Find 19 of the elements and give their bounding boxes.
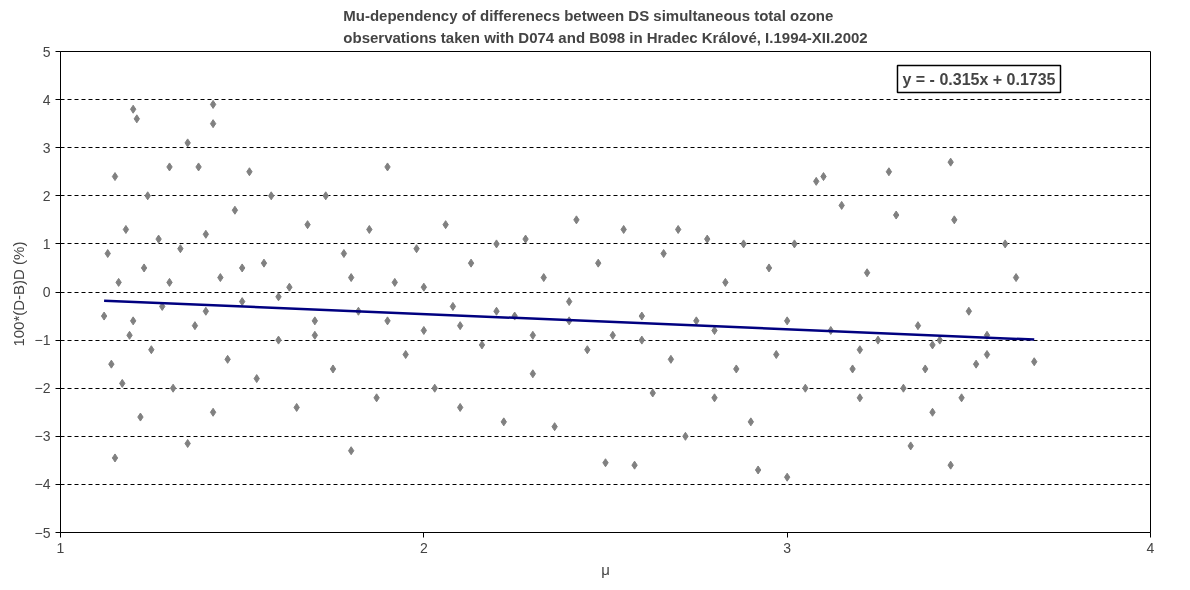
x-tick-label: 2	[419, 539, 428, 556]
y-tick-label: −2	[34, 380, 51, 397]
y-axis-title: 100*(D-B)D (%)	[9, 241, 27, 347]
y-tick-label: 0	[42, 284, 51, 300]
y-tick-label: 5	[42, 43, 51, 60]
x-axis-title: μ	[601, 560, 610, 578]
y-tick-label: −4	[34, 476, 51, 493]
y-tick-label: 1	[42, 235, 51, 252]
x-tick-label: 1	[56, 539, 65, 556]
x-tick-label: 3	[783, 539, 792, 556]
chart-title: Mu-dependency of differenecs between DS simultaneous total ozone observations taken with D074 and B098 in Hradec Králové, I.1994-XII.2002	[343, 7, 868, 47]
x-tick-label: 4	[1146, 539, 1155, 556]
y-tick-label: 2	[42, 187, 51, 204]
y-tick-label: −3	[34, 428, 51, 445]
y-tick-label: 4	[42, 91, 51, 108]
y-tick-label: 3	[42, 139, 51, 156]
annotation: y = - 0.315x + 0.1735	[902, 70, 1056, 88]
y-tick-label: −1	[34, 332, 51, 349]
y-tick-label: −5	[34, 524, 51, 541]
